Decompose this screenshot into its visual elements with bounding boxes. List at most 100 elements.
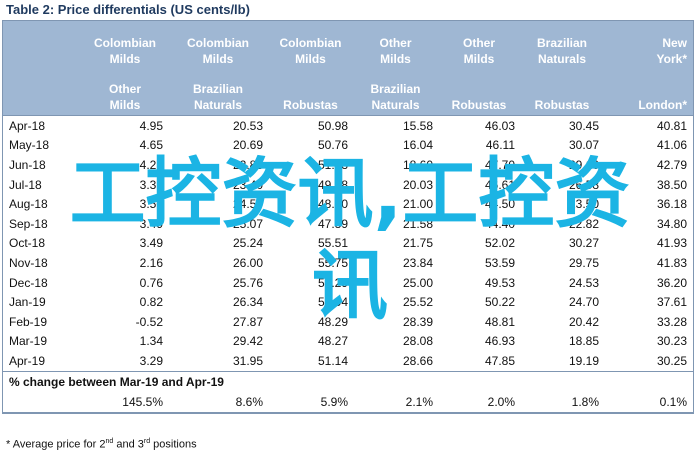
header-cell: Other Milds <box>354 21 439 67</box>
value-cell: 30.25 <box>656 353 687 368</box>
value-cell: 4.65 <box>139 138 163 153</box>
header-cell: Brazilian Naturals <box>354 67 439 116</box>
data-row: Mar-19 1.34 29.42 48.27 28.08 46.93 18.85 30.23 <box>3 332 693 352</box>
value-cell: 34.80 <box>656 216 687 231</box>
value-cell: 33.28 <box>656 314 687 329</box>
value-cell: 22.83 <box>232 157 263 172</box>
value-cell: 18.85 <box>568 334 599 349</box>
header-cell: Brazilian Naturals <box>521 21 605 67</box>
header-text: Brazilian Naturals <box>536 36 587 66</box>
value-cell: 46.61 <box>484 177 515 192</box>
value-cell: 25.00 <box>402 275 433 290</box>
value-cell: 42.79 <box>656 157 687 172</box>
header-text: Brazilian Naturals <box>192 82 243 112</box>
value-cell: 38.50 <box>656 177 687 192</box>
value-cell: 24.50 <box>232 197 263 212</box>
value-cell: 27.87 <box>232 314 263 329</box>
header-cell <box>3 21 83 67</box>
value-cell: 3.49 <box>139 236 163 251</box>
value-cell: 3.37 <box>139 177 163 192</box>
value-cell: 29.10 <box>568 157 599 172</box>
value-cell: 30.07 <box>568 138 599 153</box>
footnote-part: and <box>113 438 138 451</box>
change-value: 145.5% <box>83 391 169 413</box>
month-cell: Feb-19 <box>9 314 48 329</box>
header-text: London* <box>638 98 687 112</box>
value-cell: 21.58 <box>402 216 433 231</box>
month-cell: Aug-18 <box>9 197 48 212</box>
value-cell: 2.16 <box>139 255 163 270</box>
value-cell: 0.82 <box>139 295 163 310</box>
value-cell: 49.98 <box>317 177 348 192</box>
value-cell: 51.93 <box>317 157 348 172</box>
value-cell: 23.40 <box>232 177 263 192</box>
header-text: Colombian Milds <box>187 36 249 66</box>
month-cell: Jan-19 <box>9 295 46 310</box>
change-label-row: % change between Mar-19 and Apr-19 <box>3 370 693 392</box>
value-cell: 51.14 <box>317 353 348 368</box>
value-cell: 41.06 <box>656 138 687 153</box>
footnote-part: nd <box>105 438 114 445</box>
value-cell: 18.60 <box>402 157 433 172</box>
value-cell: 29.75 <box>568 255 599 270</box>
value-cell: 30.27 <box>568 236 599 251</box>
footnote-part: rd <box>143 438 151 445</box>
value-cell: 19.19 <box>568 353 599 368</box>
value-cell: 26.58 <box>568 177 599 192</box>
value-cell: 47.89 <box>317 216 348 231</box>
value-cell: 1.34 <box>139 334 163 349</box>
month-cell: May-18 <box>9 138 50 153</box>
data-row: Oct-18 3.49 25.24 55.51 21.75 52.02 30.27 41.93 <box>3 234 693 254</box>
value-cell: 26.34 <box>232 295 263 310</box>
data-row: May-18 4.65 20.69 50.76 16.04 46.11 30.07 41.06 <box>3 136 693 156</box>
value-cell: 48.29 <box>317 314 348 329</box>
value-cell: 48.27 <box>317 334 348 349</box>
change-value: 5.9% <box>269 391 354 413</box>
value-cell: 29.42 <box>232 334 263 349</box>
month-cell: Jul-18 <box>9 177 42 192</box>
header-text: New York* <box>656 36 688 66</box>
change-label: % change between Mar-19 and Apr-19 <box>3 370 693 392</box>
value-cell: 25.52 <box>402 295 433 310</box>
value-cell: 3.29 <box>139 353 163 368</box>
value-cell: -0.52 <box>135 314 163 329</box>
data-row: Apr-18 4.95 20.53 50.98 15.58 46.03 30.45 40.81 <box>3 116 693 136</box>
value-cell: 4.95 <box>139 118 163 133</box>
value-cell: 20.53 <box>232 118 263 133</box>
table-frame: Colombian Milds Colombian Milds Colombian … <box>2 20 694 414</box>
change-value: 2.0% <box>439 391 521 413</box>
data-row: Nov-18 2.16 26.00 55.75 23.84 53.59 29.75 41.83 <box>3 253 693 273</box>
header-cell: Colombian Milds <box>83 21 169 67</box>
header-text: Other Milds <box>108 82 141 112</box>
change-row: 145.5% 8.6% 5.9% 2.1% 2.0% 1.8% 0.1% <box>3 391 693 413</box>
value-cell: 23.84 <box>402 255 433 270</box>
data-row: Jun-18 4.23 22.83 51.93 18.60 47.70 29.10 42.79 <box>3 155 693 175</box>
header-text: Brazilian Naturals <box>370 82 421 112</box>
value-cell: 30.45 <box>568 118 599 133</box>
value-cell: 51.04 <box>317 295 348 310</box>
value-cell: 20.03 <box>402 177 433 192</box>
value-cell: 16.04 <box>402 138 433 153</box>
header-text: Colombian Milds <box>279 36 342 66</box>
value-cell: 25.07 <box>232 216 263 231</box>
value-cell: 0.76 <box>139 275 163 290</box>
value-cell: 55.51 <box>317 236 348 251</box>
header-cell: Robustas <box>269 67 354 116</box>
value-cell: 53.59 <box>484 255 515 270</box>
data-row: Feb-19 -0.52 27.87 48.29 28.39 48.81 20.42 33.2… <box>3 312 693 332</box>
header-text: Robustas <box>283 98 338 112</box>
value-cell: 4.23 <box>139 157 163 172</box>
change-value: 2.1% <box>354 391 439 413</box>
table-body: Apr-18 4.95 20.53 50.98 15.58 46.03 30.45 40.81… <box>3 116 693 413</box>
value-cell: 50.76 <box>317 138 348 153</box>
value-cell: 44.40 <box>484 216 515 231</box>
value-cell: 3.49 <box>139 216 163 231</box>
header-cell: Other Milds <box>83 67 169 116</box>
value-cell: 31.95 <box>232 353 263 368</box>
empty-cell <box>3 391 83 413</box>
value-cell: 36.18 <box>656 197 687 212</box>
value-cell: 26.00 <box>232 255 263 270</box>
price-table: Colombian Milds Colombian Milds Colombian … <box>3 21 693 413</box>
header-cell: Colombian Milds <box>269 21 354 67</box>
